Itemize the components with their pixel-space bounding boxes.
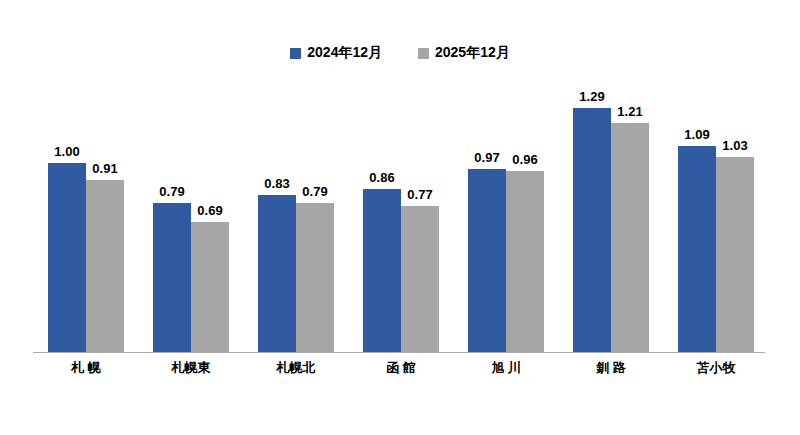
value-label: 0.77	[407, 188, 432, 201]
bar-2025年12月	[611, 123, 649, 352]
value-label: 1.09	[684, 128, 709, 141]
bar-2024年12月	[48, 163, 86, 352]
value-label: 0.83	[264, 177, 289, 190]
category-label: 旭 川	[454, 359, 558, 377]
bar-group: 0.86 0.77	[363, 171, 439, 352]
value-label: 1.21	[617, 105, 642, 118]
bar-2024年12月	[573, 108, 611, 352]
bar-column: 0.69	[191, 204, 229, 352]
plot-area: 1.00 0.91 札 幌 0.79 0.69 札幌東 0.83 0.79 札幌北 0.86 0.7…	[0, 0, 800, 435]
value-label: 0.79	[159, 185, 184, 198]
bar-column: 1.03	[716, 139, 754, 352]
bar-column: 1.21	[611, 105, 649, 352]
value-label: 0.97	[474, 151, 499, 164]
bar-column: 0.83	[258, 177, 296, 352]
value-label: 0.69	[197, 204, 222, 217]
bar-2025年12月	[716, 157, 754, 352]
x-axis-line	[33, 352, 765, 353]
bar-column: 0.79	[153, 185, 191, 352]
bar-group: 0.79 0.69	[153, 185, 229, 352]
bar-2024年12月	[258, 195, 296, 352]
value-label: 1.29	[579, 90, 604, 103]
bar-2024年12月	[363, 189, 401, 352]
bar-2025年12月	[86, 180, 124, 352]
bar-column: 1.09	[678, 128, 716, 352]
bar-2024年12月	[468, 169, 506, 352]
category-label: 苫小牧	[664, 359, 768, 377]
category-label: 札幌東	[139, 359, 243, 377]
bar-2025年12月	[191, 222, 229, 352]
bar-2025年12月	[506, 171, 544, 352]
bar-column: 0.91	[86, 162, 124, 352]
bar-2024年12月	[153, 203, 191, 352]
value-label: 0.96	[512, 153, 537, 166]
bar-column: 1.00	[48, 145, 86, 352]
bar-column: 0.77	[401, 188, 439, 352]
bar-2025年12月	[401, 206, 439, 352]
category-label: 釧 路	[559, 359, 663, 377]
bar-group: 1.29 1.21	[573, 90, 649, 352]
bar-group: 1.09 1.03	[678, 128, 754, 352]
bar-column: 0.79	[296, 185, 334, 352]
bar-group: 0.83 0.79	[258, 177, 334, 352]
bar-column: 0.86	[363, 171, 401, 352]
bar-column: 0.96	[506, 153, 544, 352]
bar-column: 1.29	[573, 90, 611, 352]
bar-2025年12月	[296, 203, 334, 352]
category-label: 札 幌	[34, 359, 138, 377]
value-label: 1.00	[54, 145, 79, 158]
category-label: 札幌北	[244, 359, 348, 377]
value-label: 0.79	[302, 185, 327, 198]
category-label: 函 館	[349, 359, 453, 377]
bar-column: 0.97	[468, 151, 506, 352]
bar-chart: 2024年12月 2025年12月 1.000.91札 幌0.790.69札幌東…	[0, 0, 800, 435]
bar-2024年12月	[678, 146, 716, 352]
bar-group: 0.97 0.96	[468, 151, 544, 352]
value-label: 0.86	[369, 171, 394, 184]
value-label: 0.91	[92, 162, 117, 175]
bar-group: 1.00 0.91	[48, 145, 124, 352]
value-label: 1.03	[722, 139, 747, 152]
